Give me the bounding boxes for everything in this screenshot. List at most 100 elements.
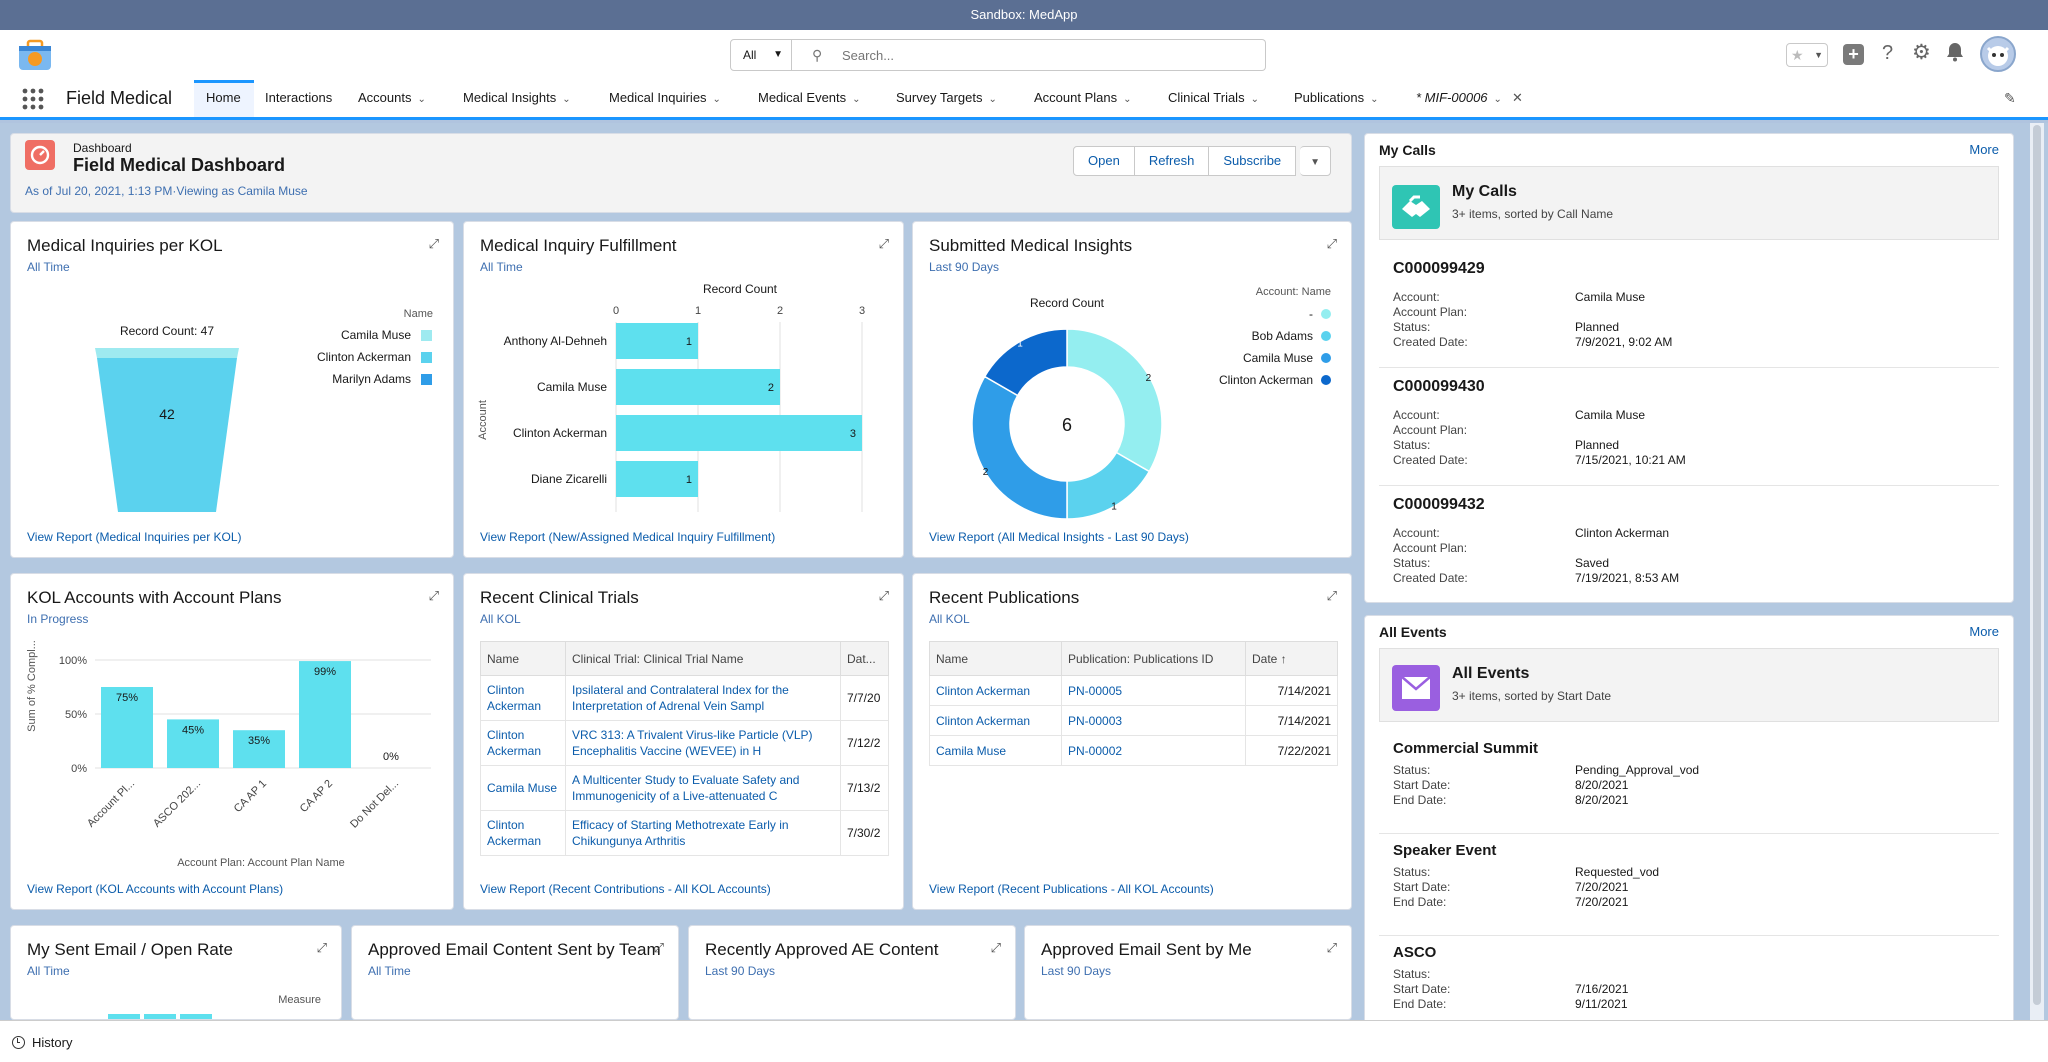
chevron-down-icon[interactable]: ⌄ [852, 94, 861, 105]
tab-interactions[interactable]: Interactions [265, 90, 333, 105]
search-input[interactable] [842, 45, 1242, 65]
list-header: All Events 3+ items, sorted by Start Dat… [1379, 648, 1999, 722]
chevron-down-icon[interactable]: ⌄ [1123, 94, 1132, 105]
expand-icon[interactable]: ⤢ [1326, 236, 1337, 251]
expand-icon[interactable]: ⤢ [990, 940, 1001, 955]
tab-medical-events[interactable]: Medical Events ⌄ [758, 90, 861, 105]
card-title: KOL Accounts with Account Plans [27, 588, 282, 607]
expand-icon[interactable]: ⤢ [878, 236, 889, 251]
more-link[interactable]: More [1969, 624, 1999, 639]
tab-medical-inquiries[interactable]: Medical Inquiries ⌄ [609, 90, 721, 105]
scrollbar[interactable] [2030, 123, 2044, 1020]
column-header[interactable]: Dat... [840, 641, 889, 676]
subscribe-button[interactable]: Subscribe [1209, 146, 1297, 176]
call-id[interactable]: C000099432 [1393, 496, 1485, 513]
x-tick-label: 3 [859, 305, 865, 317]
expand-icon[interactable]: ⤢ [1326, 588, 1337, 603]
expand-icon[interactable]: ⤢ [316, 940, 327, 955]
trial-name-link[interactable]: VRC 313: A Trivalent Virus-like Particle… [565, 720, 841, 766]
search-box[interactable]: ⚲ [792, 39, 1266, 71]
view-report-link[interactable]: View Report (All Medical Insights - Last… [929, 530, 1189, 544]
view-report-link[interactable]: View Report (New/Assigned Medical Inquir… [480, 530, 776, 544]
chevron-down-icon[interactable]: ⌄ [988, 94, 997, 105]
view-report-link[interactable]: View Report (KOL Accounts with Account P… [27, 882, 284, 896]
trial-account-link[interactable]: Camila Muse [480, 765, 566, 811]
event-name[interactable]: Commercial Summit [1393, 740, 1539, 757]
list-title[interactable]: All Events [1452, 665, 1530, 682]
app-launcher-icon[interactable] [22, 88, 44, 110]
gear-icon[interactable]: ⚙ [1912, 41, 1931, 64]
chevron-down-icon[interactable]: ⌄ [417, 94, 426, 105]
call-id[interactable]: C000099430 [1393, 378, 1485, 395]
pub-account-link[interactable]: Clinton Ackerman [929, 705, 1062, 736]
field-label: Status: [1393, 320, 1431, 334]
my-calls-panel: My Calls More My Calls 3+ items, sorted … [1364, 133, 2014, 603]
expand-icon[interactable]: ⤢ [428, 588, 439, 603]
event-name[interactable]: Speaker Event [1393, 842, 1497, 859]
pub-id-link[interactable]: PN-00002 [1061, 735, 1246, 766]
refresh-button[interactable]: Refresh [1134, 146, 1210, 176]
pub-id-link[interactable]: PN-00003 [1061, 705, 1246, 736]
tab-mif-record[interactable]: * MIF-00006 ⌄ ✕ [1416, 90, 1523, 105]
column-header[interactable]: Name [480, 641, 566, 676]
search-scope-select[interactable]: All ▼ [730, 39, 792, 71]
chevron-down-icon[interactable]: ⌄ [562, 94, 571, 105]
event-name[interactable]: ASCO [1393, 944, 1437, 961]
trial-account-link[interactable]: Clinton Ackerman [480, 810, 566, 856]
call-id[interactable]: C000099429 [1393, 260, 1485, 277]
trial-name-link[interactable]: A Multicenter Study to Evaluate Safety a… [565, 765, 841, 811]
view-report-link[interactable]: View Report (Recent Contributions - All … [480, 882, 771, 896]
envelope-icon [1392, 665, 1440, 711]
add-icon[interactable]: + [1843, 44, 1864, 65]
trial-name-link[interactable]: Ipsilateral and Contralateral Index for … [565, 675, 841, 721]
column-header[interactable]: Clinical Trial: Clinical Trial Name [565, 641, 841, 676]
list-item[interactable]: C000099429 Account: Account Plan: Status… [1379, 250, 1999, 368]
column-header[interactable]: Name [929, 641, 1062, 676]
bell-icon[interactable] [1946, 42, 1964, 67]
trial-account-link[interactable]: Clinton Ackerman [480, 720, 566, 766]
panel-title: All Events [1379, 624, 1447, 640]
chevron-down-icon[interactable]: ⌄ [1250, 94, 1259, 105]
list-item[interactable]: C000099432 Account: Account Plan: Status… [1379, 486, 1999, 596]
close-icon[interactable]: ✕ [1511, 90, 1523, 105]
pub-account-link[interactable]: Clinton Ackerman [929, 675, 1062, 706]
list-item[interactable]: Speaker Event Status: Start Date: End Da… [1379, 834, 1999, 936]
open-button[interactable]: Open [1073, 146, 1135, 176]
list-item[interactable]: C000099430 Account: Account Plan: Status… [1379, 368, 1999, 486]
column-header[interactable]: Date ↑ [1245, 641, 1338, 676]
call-date: 7/19/2021, 8:53 AM [1575, 571, 1680, 585]
tab-survey-targets[interactable]: Survey Targets ⌄ [896, 90, 997, 105]
more-link[interactable]: More [1969, 142, 1999, 157]
chevron-down-icon[interactable]: ⌄ [1493, 94, 1502, 105]
tab-clinical-trials[interactable]: Clinical Trials ⌄ [1168, 90, 1259, 105]
expand-icon[interactable]: ⤢ [428, 236, 439, 251]
favorites-button[interactable]: ★ ▼ [1786, 43, 1828, 67]
history-button[interactable]: History [12, 1035, 72, 1050]
list-item[interactable]: Commercial Summit Status: Start Date: En… [1379, 732, 1999, 834]
trial-account-link[interactable]: Clinton Ackerman [480, 675, 566, 721]
list-title[interactable]: My Calls [1452, 183, 1517, 200]
list-item[interactable]: ASCO Status: Start Date: End Date: 7/16/… [1379, 936, 1999, 1024]
tab-medical-insights[interactable]: Medical Insights ⌄ [463, 90, 571, 105]
pub-account-link[interactable]: Camila Muse [929, 735, 1062, 766]
chevron-down-icon[interactable]: ⌄ [712, 94, 721, 105]
chevron-down-icon[interactable]: ⌄ [1370, 94, 1379, 105]
help-icon[interactable]: ? [1882, 42, 1894, 64]
app-logo[interactable] [16, 38, 54, 72]
tab-account-plans[interactable]: Account Plans ⌄ [1034, 90, 1132, 105]
avatar[interactable] [1980, 36, 2016, 72]
trial-name-link[interactable]: Efficacy of Starting Methotrexate Early … [565, 810, 841, 856]
expand-icon[interactable]: ⤢ [878, 588, 889, 603]
expand-icon[interactable]: ⤢ [653, 940, 664, 955]
view-report-link[interactable]: View Report (Medical Inquiries per KOL) [27, 530, 242, 544]
tab-publications[interactable]: Publications ⌄ [1294, 90, 1379, 105]
pub-id-link[interactable]: PN-00005 [1061, 675, 1246, 706]
expand-icon[interactable]: ⤢ [1326, 940, 1337, 955]
column-header[interactable]: Publication: Publications ID [1061, 641, 1246, 676]
tab-accounts[interactable]: Accounts ⌄ [358, 90, 426, 105]
more-actions-button[interactable]: ▼ [1300, 146, 1332, 176]
tab-home[interactable]: Home [206, 90, 241, 105]
view-report-link[interactable]: View Report (Recent Publications - All K… [929, 882, 1214, 896]
edit-pencil-icon[interactable]: ✎ [2004, 90, 2016, 106]
scrollbar-thumb[interactable] [2033, 125, 2041, 1005]
